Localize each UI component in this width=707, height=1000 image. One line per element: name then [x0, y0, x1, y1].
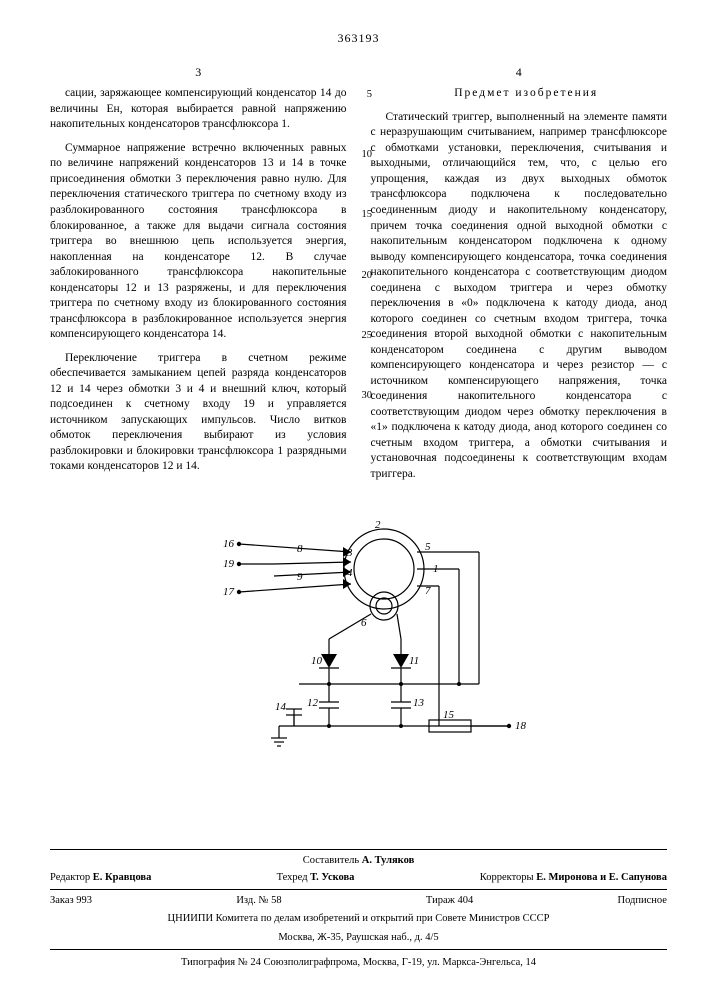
right-page-number: 4 — [371, 64, 668, 80]
right-column: 4 Предмет изобретения Статический тригге… — [371, 64, 668, 490]
diagram-label: 3 — [346, 547, 353, 559]
diagram-label: 8 — [297, 543, 303, 555]
diagram-label: 10 — [311, 655, 323, 667]
editor-label: Редактор — [50, 872, 90, 883]
left-paragraph: Переключение триггера в счетном режиме о… — [50, 351, 347, 475]
correctors-names: Е. Миронова и Е. Сапунова — [536, 872, 667, 883]
subscription-note: Подписное — [618, 894, 667, 908]
tech-name: Т. Ускова — [310, 872, 354, 883]
line-number: 25 — [358, 329, 372, 343]
org-name: ЦНИИПИ Комитета по делам изобретений и о… — [50, 912, 667, 926]
line-number: 5 — [358, 88, 372, 102]
diagram-label: 18 — [515, 720, 527, 732]
composer-name: А. Туляков — [362, 855, 414, 866]
divider — [50, 889, 667, 890]
org-address: Москва, Ж-35, Раушская наб., д. 4/5 — [50, 931, 667, 945]
circuit-diagram: 16 19 17 8 9 2 3 4 5 1 7 6 10 11 12 13 1… — [179, 514, 539, 794]
left-paragraph: сации, заряжающее компенсирующий конденс… — [50, 86, 347, 133]
divider — [50, 949, 667, 950]
document-number: 363193 — [50, 30, 667, 46]
subject-heading: Предмет изобретения — [371, 86, 668, 102]
imprint-footer: Составитель А. Туляков Редактор Е. Кравц… — [50, 845, 667, 970]
diagram-label: 6 — [361, 617, 367, 629]
order-number: Заказ 993 — [50, 894, 92, 908]
left-page-number: 3 — [50, 64, 347, 80]
gutter-line-numbers: 5 10 15 20 25 30 — [358, 88, 372, 449]
diagram-label: 16 — [223, 538, 235, 550]
diagram-label: 14 — [275, 701, 287, 713]
left-paragraph: Суммарное напряжение встречно включенных… — [50, 141, 347, 343]
diagram-label: 15 — [443, 709, 455, 721]
line-number: 10 — [358, 148, 372, 162]
line-number: 20 — [358, 269, 372, 283]
diagram-label: 12 — [307, 697, 319, 709]
diagram-label: 2 — [375, 519, 381, 531]
diagram-label: 11 — [409, 655, 419, 667]
correctors-label: Корректоры — [480, 872, 534, 883]
diagram-label: 17 — [223, 586, 235, 598]
print-run: Тираж 404 — [426, 894, 473, 908]
edition-number: Изд. № 58 — [236, 894, 281, 908]
right-paragraph: Статический триггер, выполненный на элем… — [371, 110, 668, 482]
diagram-label: 9 — [297, 571, 303, 583]
line-number: 15 — [358, 208, 372, 222]
diagram-label: 5 — [425, 541, 431, 553]
divider — [50, 849, 667, 850]
diagram-label: 1 — [433, 563, 439, 575]
typography-line: Типография № 24 Союзполиграфпрома, Москв… — [50, 956, 667, 970]
editor-name: Е. Кравцова — [93, 872, 152, 883]
composer-label: Составитель — [303, 855, 359, 866]
diagram-label: 19 — [223, 558, 235, 570]
tech-label: Техред — [277, 872, 308, 883]
left-column: 3 сации, заряжающее компенсирующий конде… — [50, 64, 347, 490]
line-number: 30 — [358, 389, 372, 403]
diagram-label: 4 — [347, 567, 353, 579]
diagram-label: 7 — [425, 585, 431, 597]
diagram-label: 13 — [413, 697, 425, 709]
